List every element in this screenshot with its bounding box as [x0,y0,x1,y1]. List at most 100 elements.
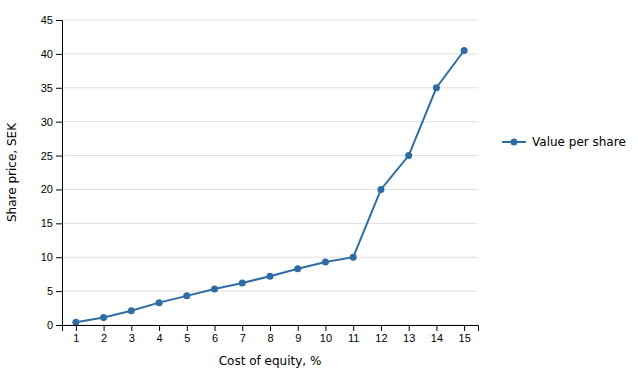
x-axis-tick-mark [436,325,437,331]
y-axis-tick: 0 [47,319,62,331]
point [267,273,274,280]
x-axis-tick: 15 [459,325,471,344]
grid-line [62,20,478,21]
x-axis-tick-label: 8 [267,332,273,344]
y-axis-tick-label: 45 [41,14,53,26]
y-axis-tick-mark [56,54,62,55]
y-axis-tick-mark [56,291,62,292]
grid-line [62,53,478,54]
x-axis-title: Cost of equity, % [219,354,322,368]
x-axis-tick-label: 1 [73,332,79,344]
grid [62,20,478,325]
x-axis-tick-label: 11 [348,332,359,344]
y-axis-tick-label: 0 [47,319,53,331]
point [128,307,135,314]
y-axis-tick: 20 [41,183,62,195]
x-axis-tick: 7 [240,325,246,344]
legend: Value per share [502,135,626,149]
x-axis-tick-mark [242,325,243,331]
grid-line [62,87,478,88]
point [377,186,384,193]
y-axis-tick: 45 [41,14,62,26]
y-axis-tick: 5 [47,285,62,297]
point [72,319,79,325]
chart: 123456789101112131415051015202530354045C… [0,0,638,377]
x-axis-tick-mark [159,325,160,331]
x-axis-tick-label: 5 [184,332,190,344]
x-axis-tick-label: 6 [212,332,218,344]
y-axis-tick-label: 20 [41,183,53,195]
y-axis-tick-mark [56,257,62,258]
y-axis-tick-mark [56,88,62,89]
legend-item: Value per share [502,135,626,149]
x-axis-tick: 4 [157,325,163,344]
y-axis-tick-label: 10 [41,251,53,263]
x-axis-tick-mark [76,325,77,331]
x-axis-tick-mark [409,325,410,331]
y-axis-tick-label: 30 [41,116,53,128]
point [405,152,412,159]
grid-line [62,121,478,122]
x-axis-tick: 9 [295,325,301,344]
x-axis-tick-label: 3 [129,332,135,344]
x-axis-tick: 1 [73,325,79,344]
y-axis-tick-mark [56,20,62,21]
x-axis-tick-label: 14 [431,332,443,344]
point [350,254,357,261]
y-axis-tick-mark [56,223,62,224]
x-axis-tick: 13 [403,325,415,344]
x-axis-tick-mark [104,325,105,331]
grid-line [62,291,478,292]
x-axis-tick: 2 [101,325,107,344]
x-axis-tick-mark [131,325,132,331]
point [239,279,246,286]
x-axis-tick-label: 15 [459,332,471,344]
x-axis-tick: 10 [320,325,332,344]
x-axis-tick: 12 [375,325,387,344]
x-axis-tick-label: 13 [403,332,415,344]
x-axis-tick: 5 [184,325,190,344]
x-axis-tick-mark [215,325,216,331]
y-axis-tick: 25 [41,150,62,162]
y-axis: 0 5 10 15 20 25 30 35 40 45 [41,14,63,331]
point [433,84,440,91]
grid-line [62,155,478,156]
x-axis-tick: 6 [212,325,218,344]
y-axis-tick-mark [56,189,62,190]
y-axis-tick-mark [56,156,62,157]
x-axis-tick: 14 [431,325,443,344]
marks [72,47,467,325]
x-axis-tick-mark [325,325,326,331]
x-axis-tick-mark [187,325,188,331]
plot-area: 123456789101112131415051015202530354045 [41,14,479,344]
y-axis-tick-label: 25 [41,150,53,162]
grid-line [62,223,478,224]
y-axis-tick-label: 15 [41,217,53,229]
point [100,314,107,321]
x-axis-tick-label: 10 [320,332,332,344]
point [183,292,190,299]
y-axis-tick: 10 [41,251,62,263]
y-axis-tick-label: 5 [47,285,53,297]
x-axis-tick: 11 [348,325,359,344]
legend-marker [511,139,518,146]
legend-label: Value per share [532,135,626,149]
grid-line [62,257,478,258]
x-axis-tick-mark [270,325,271,331]
grid-line [62,189,478,190]
y-axis-tick: 35 [41,82,62,94]
line [76,51,464,323]
y-axis-tick: 30 [41,116,62,128]
x-axis-tick-label: 7 [240,332,246,344]
x-axis-tick-mark [464,325,465,331]
y-axis-line [56,21,63,326]
y-axis-tick: 40 [41,48,62,60]
x-axis-tick-mark [298,325,299,331]
point [294,265,301,272]
x-axis-tick: 3 [129,325,135,344]
x-axis-tick-label: 2 [101,332,107,344]
x-axis-tick-label: 12 [375,332,387,344]
x-axis-tick-label: 9 [295,332,301,344]
x-axis-tick-mark [353,325,354,331]
point [211,286,218,293]
